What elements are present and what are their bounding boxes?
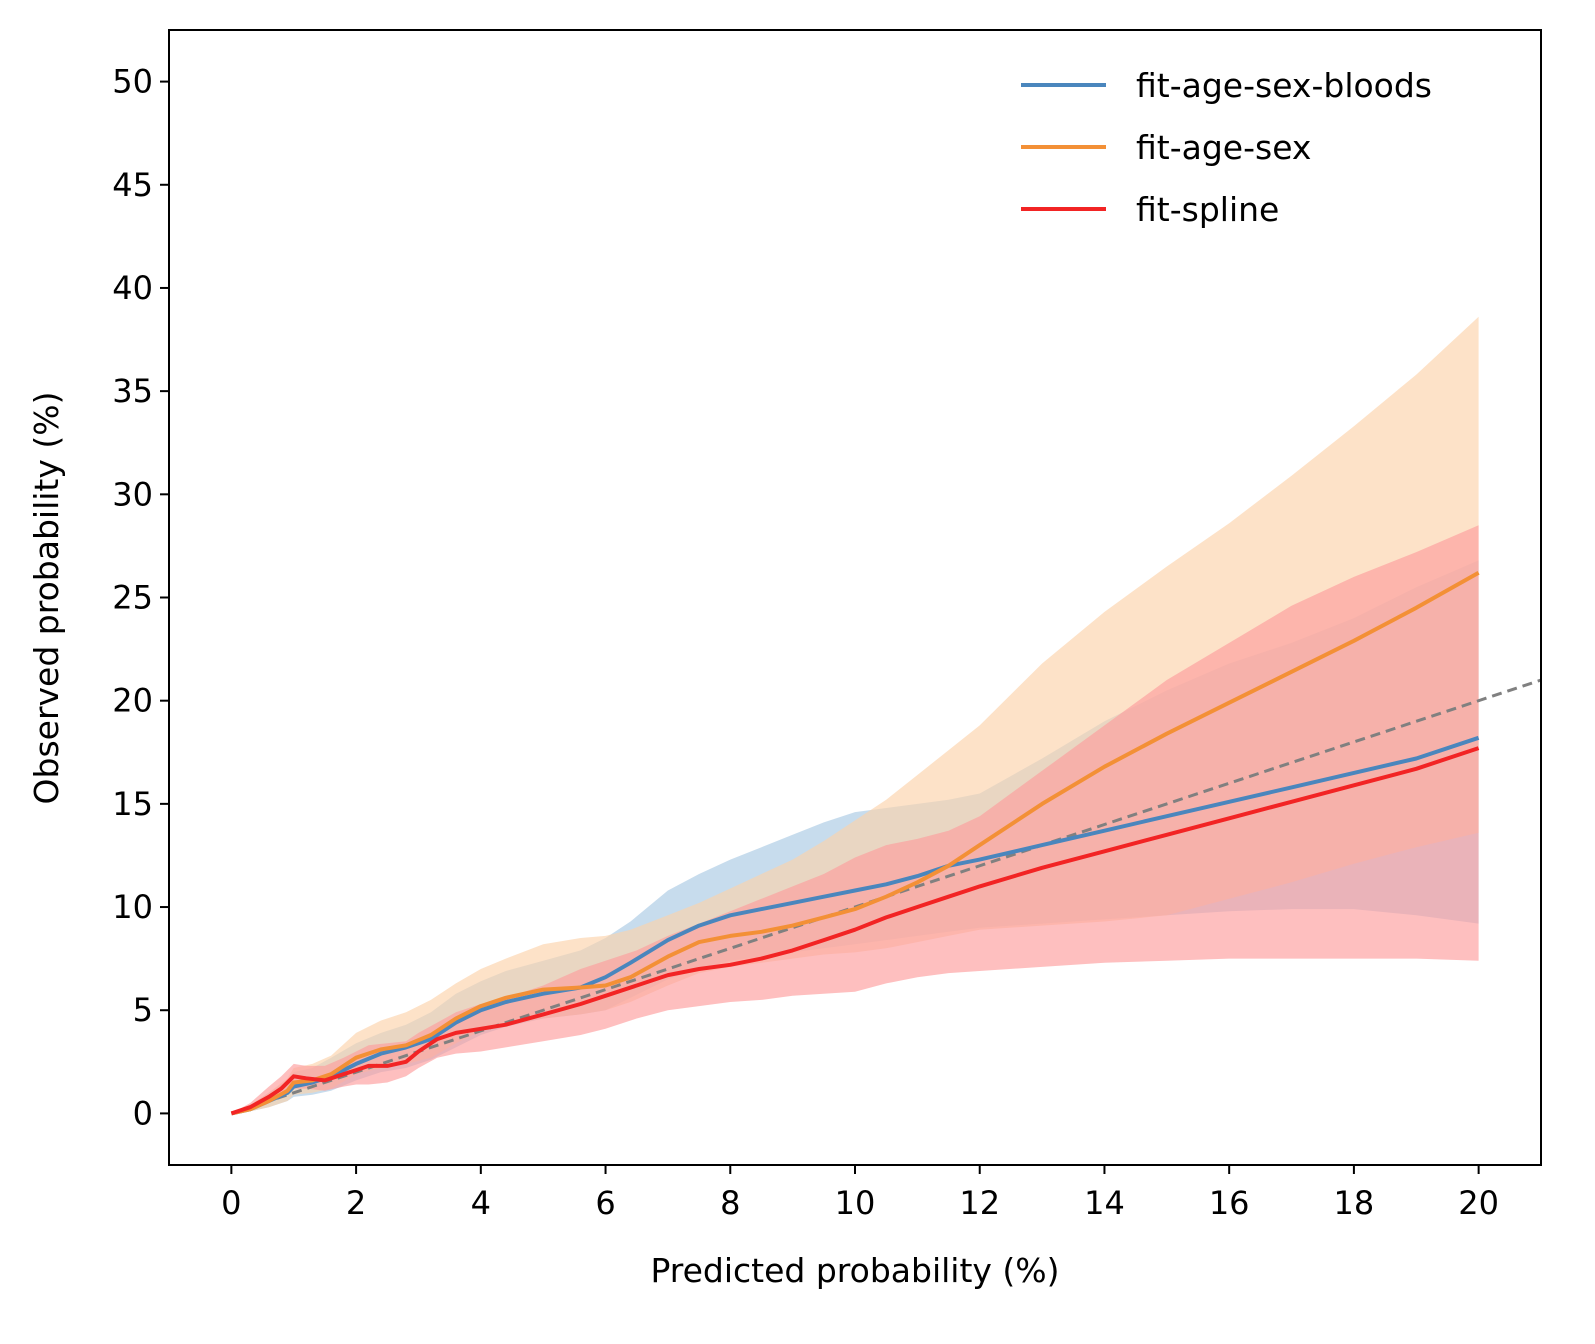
x-tick-label: 12 [959, 1184, 1000, 1222]
x-tick-label: 0 [221, 1184, 241, 1222]
x-tick-label: 8 [720, 1184, 740, 1222]
x-tick-label: 10 [835, 1184, 876, 1222]
y-tick-label: 5 [133, 991, 153, 1029]
legend-label-1: fit-age-sex-bloods [1136, 66, 1432, 105]
y-tick-label: 35 [112, 372, 153, 410]
y-axis-label: Observed probability (%) [27, 392, 66, 805]
x-tick-label: 6 [595, 1184, 615, 1222]
series-lines [230, 570, 1480, 1116]
y-tick-label: 15 [112, 785, 153, 823]
x-tick-label: 2 [346, 1184, 366, 1222]
x-tick-label: 16 [1209, 1184, 1250, 1222]
legend-label-3: fit-spline [1136, 190, 1279, 229]
series-line-2 [230, 570, 1480, 1116]
y-tick-label: 50 [112, 63, 153, 101]
y-tick-label: 25 [112, 579, 153, 617]
x-axis-label: Predicted probability (%) [650, 1251, 1059, 1290]
x-axis-ticks: 0 2 4 6 8 10 12 14 16 18 20 [221, 1165, 1499, 1222]
x-tick-label: 18 [1334, 1184, 1375, 1222]
y-tick-label: 10 [112, 888, 153, 926]
y-tick-label: 20 [112, 682, 153, 720]
legend: fit-age-sex-bloods fit-age-sex fit-spline [1021, 66, 1432, 229]
legend-label-2: fit-age-sex [1136, 128, 1311, 167]
x-tick-label: 20 [1458, 1184, 1499, 1222]
y-tick-label: 45 [112, 166, 153, 204]
y-tick-label: 30 [112, 475, 153, 513]
y-axis-ticks: 0 5 10 15 20 25 30 35 40 45 50 [112, 63, 169, 1132]
x-tick-label: 14 [1084, 1184, 1125, 1222]
y-tick-label: 40 [112, 269, 153, 307]
x-tick-label: 4 [471, 1184, 491, 1222]
series-line-3 [230, 746, 1480, 1116]
y-tick-label: 0 [133, 1094, 153, 1132]
